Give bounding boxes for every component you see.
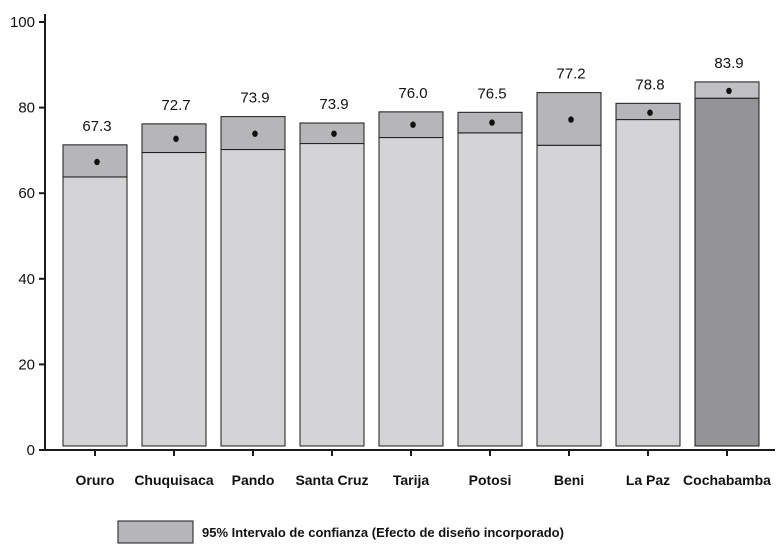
y-tick-label: 0 [27, 442, 35, 459]
y-tick-label: 60 [18, 185, 35, 202]
category-label: Chuquisaca [134, 472, 214, 488]
point-estimate [489, 119, 495, 126]
legend-label: 95% Intervalo de confianza (Efecto de di… [202, 525, 564, 540]
bar [457, 132, 523, 447]
value-label: 78.8 [635, 76, 664, 93]
value-label: 76.0 [398, 85, 427, 102]
category-label: Santa Cruz [295, 472, 368, 488]
bar [141, 152, 207, 447]
point-estimate [410, 121, 416, 128]
category-label: La Paz [626, 472, 670, 488]
y-tick-label: 100 [10, 14, 35, 31]
bar [615, 119, 681, 447]
value-label: 72.7 [161, 97, 190, 114]
value-label: 77.2 [556, 66, 585, 83]
bar [378, 137, 444, 447]
legend-swatch [117, 520, 194, 544]
category-label: Beni [554, 472, 584, 488]
y-tick-label: 20 [18, 356, 35, 373]
value-label: 73.9 [240, 90, 269, 107]
value-label: 76.5 [477, 85, 506, 102]
bar [220, 149, 286, 447]
point-estimate [331, 130, 337, 137]
point-estimate [94, 158, 100, 166]
bar [299, 143, 365, 447]
y-axis: 0 20 40 60 80 100 [10, 14, 46, 459]
point-estimate [568, 116, 574, 123]
point-estimate [252, 130, 258, 137]
value-label: 73.9 [319, 96, 348, 113]
bar [62, 176, 128, 447]
point-estimate [173, 135, 179, 143]
category-label: Pando [232, 472, 275, 488]
x-axis: Oruro Chuquisaca Pando Santa Cruz Tarija Poto… [45, 449, 775, 488]
y-tick-label: 40 [18, 271, 35, 288]
category-label: Oruro [76, 472, 115, 488]
bar [694, 97, 760, 447]
point-estimate [726, 87, 732, 95]
value-label: 83.9 [714, 55, 743, 72]
point-estimate [647, 109, 653, 116]
ci-band [536, 92, 602, 146]
bar [536, 144, 602, 447]
bars-group: 67.3 72.7 73.9 73.9 76.0 76.5 77.2 78.8 83.9 [62, 55, 760, 447]
category-label: Tarija [393, 472, 430, 488]
category-label: Cochabamba [683, 472, 771, 488]
value-label: 67.3 [82, 118, 111, 135]
category-label: Potosi [469, 472, 512, 488]
legend: 95% Intervalo de confianza (Efecto de di… [117, 520, 564, 544]
y-tick-label: 80 [18, 100, 35, 117]
